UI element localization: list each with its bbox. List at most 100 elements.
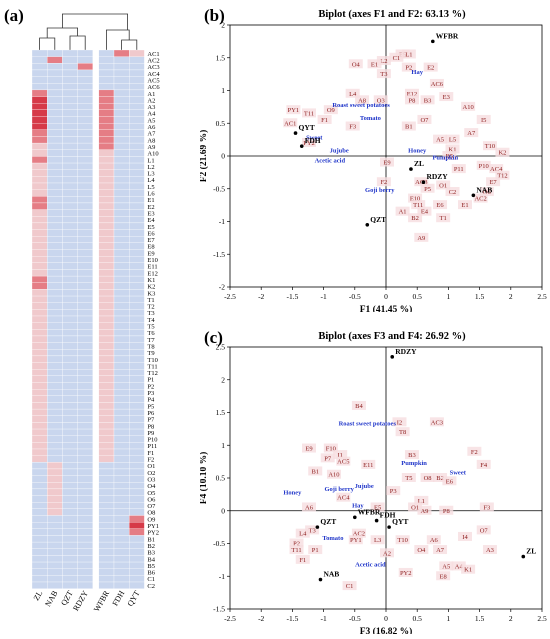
variable-label: P8 bbox=[409, 97, 416, 104]
heatmap-cell bbox=[77, 522, 93, 529]
variable-highlight bbox=[376, 177, 391, 187]
heatmap-cell bbox=[98, 63, 115, 71]
heatmap-cell bbox=[47, 129, 63, 137]
heatmap-cell bbox=[98, 209, 115, 217]
y-tick-label: 1.5 bbox=[216, 408, 226, 417]
variable-highlight bbox=[417, 505, 432, 515]
heatmap-cell bbox=[77, 142, 93, 150]
heatmap-cell bbox=[98, 109, 115, 117]
variable-highlight bbox=[433, 134, 448, 144]
variable-highlight bbox=[436, 180, 451, 190]
heatmap-cell bbox=[62, 329, 78, 337]
variable-label: T8 bbox=[399, 429, 406, 436]
heatmap-row-label: O5 bbox=[147, 490, 155, 497]
heatmap-cell bbox=[129, 568, 145, 576]
biplot-f1-f2-chart: Biplot (axes F1 and F2: 63.13 %)-2.5 -2 -1… bbox=[198, 9, 547, 315]
heatmap-cell bbox=[129, 442, 145, 450]
variable-label: T5 bbox=[405, 475, 412, 482]
heatmap-cell bbox=[31, 229, 48, 237]
sensory-attribute-label: Honey bbox=[408, 148, 427, 155]
heatmap-cell bbox=[62, 196, 78, 204]
variable-label: O7 bbox=[480, 527, 489, 534]
heatmap-row-label: O8 bbox=[147, 510, 155, 517]
variable-highlight bbox=[370, 502, 385, 512]
variable-label: F1 bbox=[321, 117, 328, 124]
y-tick-label: 0 bbox=[221, 152, 225, 161]
heatmap-cell bbox=[31, 488, 48, 496]
variable-highlight bbox=[445, 144, 460, 154]
sensory-attribute-label: Jujube bbox=[355, 483, 374, 490]
variable-highlight bbox=[305, 525, 320, 535]
heatmap-row-label: AC5 bbox=[147, 77, 159, 84]
heatmap-cell bbox=[62, 149, 78, 157]
dendro-branch bbox=[62, 13, 128, 30]
heatmap-cell bbox=[98, 202, 115, 210]
heatmap-cell bbox=[98, 575, 115, 583]
heatmap-cell bbox=[98, 116, 115, 124]
heatmap-cell bbox=[113, 382, 130, 390]
heatmap-row-label: C2 bbox=[147, 583, 155, 590]
heatmap-cell bbox=[113, 169, 130, 177]
heatmap-cell bbox=[31, 96, 48, 104]
heatmap-cell bbox=[113, 76, 130, 84]
variable-label: T3 bbox=[380, 71, 387, 78]
biplot-f3-f4-panel: Biplot (axes F3 and F4: 26.92 %) -2.5 -2 -1… bbox=[198, 322, 550, 637]
heatmap-cell bbox=[62, 415, 78, 423]
x-tick-label: -1 bbox=[320, 614, 326, 623]
sample-point bbox=[374, 518, 379, 523]
heatmap-cell bbox=[98, 162, 115, 170]
heatmap-cell bbox=[31, 123, 48, 130]
heatmap-cell bbox=[113, 255, 130, 263]
heatmap-cell bbox=[77, 408, 93, 416]
heatmap-row-label: A7 bbox=[147, 131, 156, 138]
heatmap-row-label: L1 bbox=[147, 157, 154, 164]
heatmap-cell bbox=[98, 189, 115, 197]
heatmap-cell bbox=[129, 502, 145, 510]
heatmap-cell bbox=[31, 329, 48, 337]
y-tick-label: -1.5 bbox=[213, 250, 225, 259]
variable-label: E10 bbox=[410, 196, 420, 203]
heatmap-column-label: WFBR bbox=[92, 589, 111, 614]
heatmap-cell bbox=[98, 289, 115, 297]
heatmap-cell bbox=[47, 109, 63, 117]
heatmap-cell bbox=[98, 89, 115, 97]
heatmap-cell bbox=[31, 196, 48, 204]
biplot-f1-f2-panel: Biplot (axes F1 and F2: 63.13 %) -2.5 -2 -1… bbox=[198, 0, 550, 315]
heatmap-cell bbox=[62, 395, 78, 403]
heatmap-cell bbox=[77, 249, 93, 257]
heatmap-cell bbox=[98, 408, 115, 416]
sample-label: FDH bbox=[380, 511, 396, 520]
heatmap-cell bbox=[77, 282, 93, 290]
heatmap-cell bbox=[77, 156, 93, 164]
heatmap-cell bbox=[77, 236, 93, 243]
variable-highlight bbox=[392, 417, 407, 427]
heatmap-cell bbox=[31, 249, 48, 257]
heatmap-cell bbox=[31, 555, 48, 563]
heatmap-cell bbox=[113, 83, 130, 91]
heatmap-cell bbox=[47, 561, 63, 569]
sample-point bbox=[315, 525, 320, 529]
sensory-attribute-label: Tomato bbox=[322, 535, 343, 542]
heatmap-cell bbox=[62, 435, 78, 443]
heatmap-cell bbox=[98, 309, 115, 317]
heatmap-cell bbox=[98, 561, 115, 569]
heatmap-cell bbox=[77, 428, 93, 436]
sensory-attribute-label: Acetic acid bbox=[315, 158, 346, 165]
variable-label: T1 bbox=[440, 215, 447, 222]
heatmap-cell bbox=[77, 76, 93, 84]
heatmap-cell bbox=[113, 123, 130, 130]
heatmap-cell bbox=[47, 209, 63, 217]
variable-label: F4 bbox=[480, 462, 488, 469]
heatmap-cell bbox=[62, 302, 78, 310]
heatmap-cell bbox=[77, 196, 93, 204]
heatmap-cell bbox=[129, 375, 145, 383]
heatmap-row-label: A1 bbox=[147, 91, 155, 98]
heatmap-cell bbox=[129, 216, 145, 224]
heatmap-cell bbox=[47, 475, 63, 483]
variable-highlight bbox=[289, 538, 304, 548]
heatmap-cell bbox=[31, 63, 48, 71]
heatmap-cell bbox=[31, 355, 48, 363]
heatmap-cell bbox=[31, 335, 48, 343]
variable-label: B5 bbox=[446, 153, 454, 160]
heatmap-cell bbox=[62, 315, 78, 323]
